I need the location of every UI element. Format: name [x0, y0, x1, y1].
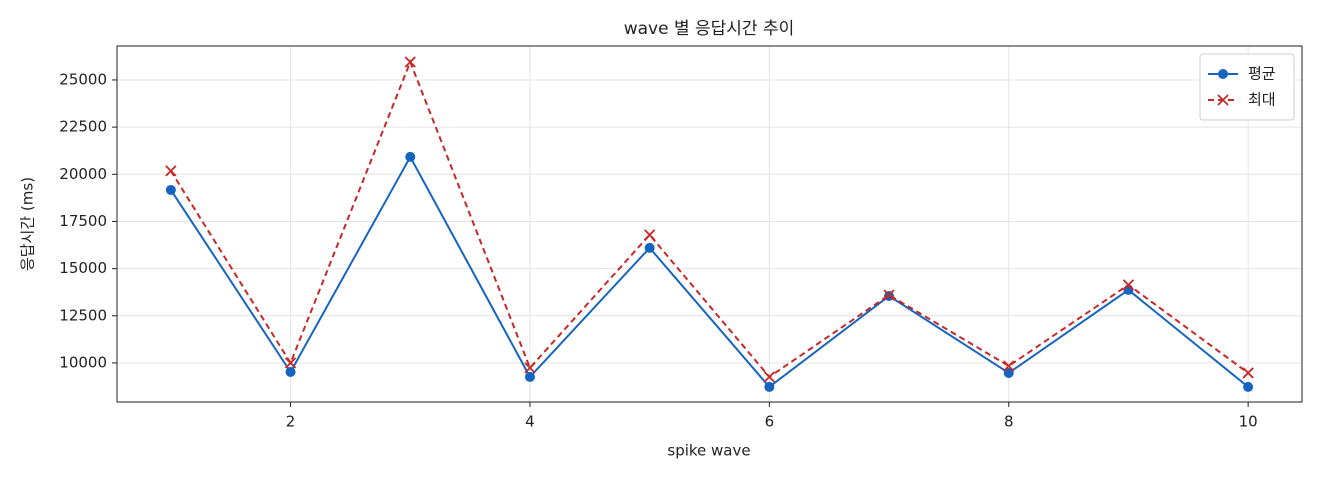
marker [644, 229, 656, 241]
x-tick-label: 6 [765, 413, 775, 431]
series-line [170, 59, 1249, 379]
marker [1003, 367, 1014, 378]
series-line [170, 154, 1249, 389]
marker [165, 184, 176, 195]
legend-label: 평균 [1248, 65, 1276, 83]
marker [524, 371, 535, 382]
x-tick-label: 2 [286, 413, 296, 431]
marker [1003, 360, 1015, 372]
y-tick-label: 17500 [59, 212, 107, 230]
x-axis-label: spike wave [667, 442, 750, 460]
y-tick-label: 20000 [59, 165, 107, 183]
legend-marker [1218, 69, 1228, 79]
marker [524, 362, 536, 374]
y-tick-label: 25000 [59, 70, 107, 88]
x-tick-label: 10 [1239, 413, 1258, 431]
marker [764, 381, 775, 392]
y-axis-label: 응답시간 (ms) [19, 177, 37, 271]
y-tick-label: 15000 [59, 259, 107, 277]
marker [284, 357, 297, 369]
marker [1243, 381, 1254, 392]
marker [883, 289, 895, 301]
marker [1242, 367, 1254, 379]
legend-label: 최대 [1248, 91, 1276, 109]
y-tick-label: 10000 [59, 353, 107, 371]
legend-box [1199, 53, 1295, 121]
y-tick-label: 22500 [59, 118, 107, 136]
marker [404, 56, 416, 68]
x-tick-label: 8 [1004, 413, 1014, 431]
plot-frame [116, 45, 1303, 403]
y-tick-label: 12500 [59, 306, 107, 324]
x-tick-label: 4 [525, 413, 535, 431]
marker [285, 367, 296, 378]
legend-marker [1217, 94, 1229, 106]
marker [405, 151, 416, 162]
marker [763, 371, 775, 383]
chart-title: wave 별 응답시간 추이 [624, 19, 795, 39]
marker [1122, 279, 1135, 291]
marker [165, 165, 177, 177]
marker [644, 242, 655, 253]
